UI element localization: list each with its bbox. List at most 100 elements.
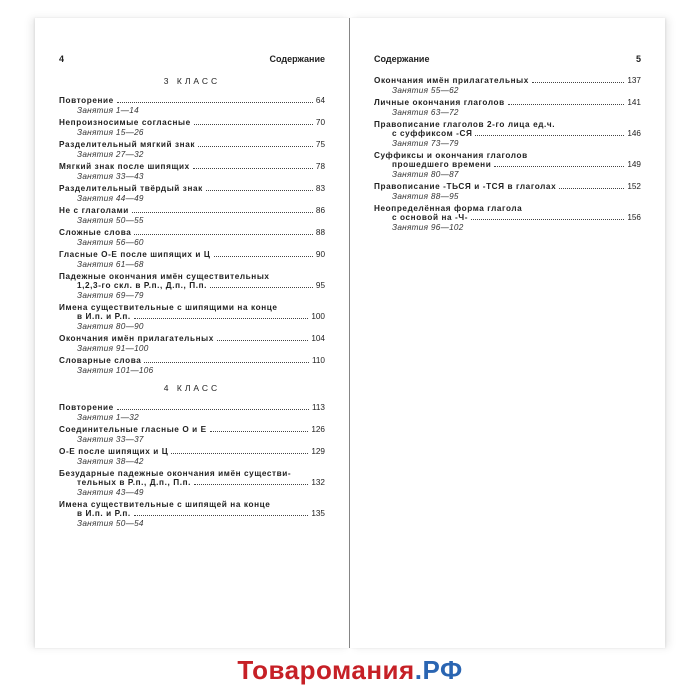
toc-entry: Сложные слова88Занятия 56—60	[59, 228, 325, 247]
toc-page: 78	[316, 162, 325, 171]
toc-page: 146	[627, 129, 641, 138]
toc-row: Окончания имён прилагательных 104	[59, 334, 325, 343]
page-right: Содержание 5 Окончания имён прилагательн…	[350, 18, 665, 648]
toc-title: О-Е после шипящих и Ц	[59, 447, 168, 456]
toc-dots	[206, 184, 313, 191]
toc-title: Безударные падежные окончания имён сущес…	[59, 469, 291, 478]
toc-page: 104	[311, 334, 325, 343]
toc-page: 152	[627, 182, 641, 191]
toc-entry: Личные окончания глаголов141Занятия 63—7…	[374, 98, 641, 117]
toc-page: 113	[312, 403, 325, 412]
toc-row: Повторение113	[59, 403, 325, 412]
toc-row: в И.п. и Р.п.135	[59, 509, 325, 518]
toc-page: 135	[311, 509, 325, 518]
toc-sub: Занятия 44—49	[59, 194, 325, 203]
toc-sub: Занятия 56—60	[59, 238, 325, 247]
toc-title: прошедшего времени	[374, 160, 491, 169]
toc-dots	[194, 478, 308, 485]
toc-row: Личные окончания глаголов141	[374, 98, 641, 107]
toc-sub: Занятия 33—37	[59, 435, 325, 444]
toc-dots	[134, 228, 312, 235]
toc-page: 126	[311, 425, 325, 434]
toc-title: с основой на -Ч-	[374, 213, 468, 222]
toc-entry: Безударные падежные окончания имён сущес…	[59, 469, 325, 497]
toc-title: Имена существительные с шипящей на конце	[59, 500, 270, 509]
toc-row: 1,2,3-го скл. в Р.п., Д.п., П.п.95	[59, 281, 325, 290]
toc-entry: Непроизносимые согласные70Занятия 15—26	[59, 118, 325, 137]
toc-sub: Занятия 15—26	[59, 128, 325, 137]
toc-dots	[132, 206, 313, 213]
toc-row: с основой на -Ч- 156	[374, 213, 641, 222]
toc-dots	[134, 312, 309, 319]
toc-page: 110	[312, 356, 325, 365]
toc-title: Окончания имён прилагательных	[59, 334, 214, 343]
toc-row: Суффиксы и окончания глаголов	[374, 151, 641, 160]
toc-page: 95	[316, 281, 325, 290]
toc-title: Разделительный мягкий знак	[59, 140, 195, 149]
toc-sub: Занятия 61—68	[59, 260, 325, 269]
toc-sub: Занятия 1—32	[59, 413, 325, 422]
toc-page: 83	[316, 184, 325, 193]
toc-title: Правописание -ТЬСЯ и -ТСЯ в глаголах	[374, 182, 556, 191]
toc-title: Разделительный твёрдый знак	[59, 184, 203, 193]
toc-title: Правописание глаголов 2-го лица ед.ч.	[374, 120, 555, 129]
toc-title: Падежные окончания имён существительных	[59, 272, 270, 281]
toc-dots	[471, 213, 624, 220]
toc-page: 88	[316, 228, 325, 237]
toc-title: Неопределённая форма глагола	[374, 204, 522, 213]
toc-page: 156	[627, 213, 641, 222]
toc-page: 64	[316, 96, 325, 105]
toc-sub: Занятия 38—42	[59, 457, 325, 466]
toc-dots	[194, 118, 313, 125]
page-left-header: 4 Содержание	[59, 54, 325, 66]
toc-row: Окончания имён прилагательных137	[374, 76, 641, 85]
toc-sub: Занятия 33—43	[59, 172, 325, 181]
toc-sub: Занятия 50—54	[59, 519, 325, 528]
toc-entry: Имена существительные с шипящей на конце…	[59, 500, 325, 528]
page-right-title: Содержание	[374, 54, 429, 64]
toc-row: Непроизносимые согласные70	[59, 118, 325, 127]
toc-dots	[475, 129, 624, 136]
toc-dots	[508, 98, 625, 105]
toc-entry: Разделительный твёрдый знак 83Занятия 44—…	[59, 184, 325, 203]
toc-dots	[210, 281, 313, 288]
toc-dots	[193, 162, 313, 169]
toc-dots	[117, 403, 309, 410]
section-heading: 4 КЛАСС	[59, 383, 325, 393]
book-spread: 4 Содержание 3 КЛАССПовторение64Занятия …	[35, 18, 665, 648]
page-right-body: Окончания имён прилагательных137 Занятия …	[374, 76, 641, 232]
toc-title: с суффиксом -СЯ	[374, 129, 472, 138]
toc-page: 70	[316, 118, 325, 127]
page-left: 4 Содержание 3 КЛАССПовторение64Занятия …	[35, 18, 350, 648]
toc-entry: Правописание -ТЬСЯ и -ТСЯ в глаголах152З…	[374, 182, 641, 201]
page-right-number: 5	[636, 54, 641, 64]
toc-entry: Правописание глаголов 2-го лица ед.ч.с с…	[374, 120, 641, 148]
toc-sub: Занятия 96—102	[374, 223, 641, 232]
toc-entry: Словарные слова 110Занятия 101—106	[59, 356, 325, 375]
toc-entry: Не с глаголами86Занятия 50—55	[59, 206, 325, 225]
toc-title: Словарные слова	[59, 356, 141, 365]
toc-title: Имена существительные с шипящими на конц…	[59, 303, 278, 312]
toc-row: Не с глаголами86	[59, 206, 325, 215]
watermark: Товаромания.РФ	[0, 655, 700, 686]
toc-entry: Соединительные гласные О и Е 126Занятия 3…	[59, 425, 325, 444]
toc-dots	[198, 140, 313, 147]
toc-dots	[559, 182, 624, 189]
page-left-title: Содержание	[270, 54, 325, 64]
toc-page: 86	[316, 206, 325, 215]
toc-page: 141	[627, 98, 641, 107]
toc-page: 132	[311, 478, 325, 487]
toc-page: 75	[316, 140, 325, 149]
toc-sub: Занятия 91—100	[59, 344, 325, 353]
toc-title: Соединительные гласные О и Е	[59, 425, 207, 434]
toc-row: Соединительные гласные О и Е 126	[59, 425, 325, 434]
toc-dots	[144, 356, 309, 363]
toc-title: тельных в Р.п., Д.п., П.п.	[59, 478, 191, 487]
toc-entry: Гласные О-Е после шипящих и Ц90Занятия 6…	[59, 250, 325, 269]
toc-title: Повторение	[59, 96, 114, 105]
toc-row: Имена существительные с шипящей на конце	[59, 500, 325, 509]
toc-dots	[214, 250, 313, 257]
toc-entry: Суффиксы и окончания глаголовпрошедшего …	[374, 151, 641, 179]
watermark-part-a: Товаромания	[237, 655, 414, 685]
toc-sub: Занятия 101—106	[59, 366, 325, 375]
